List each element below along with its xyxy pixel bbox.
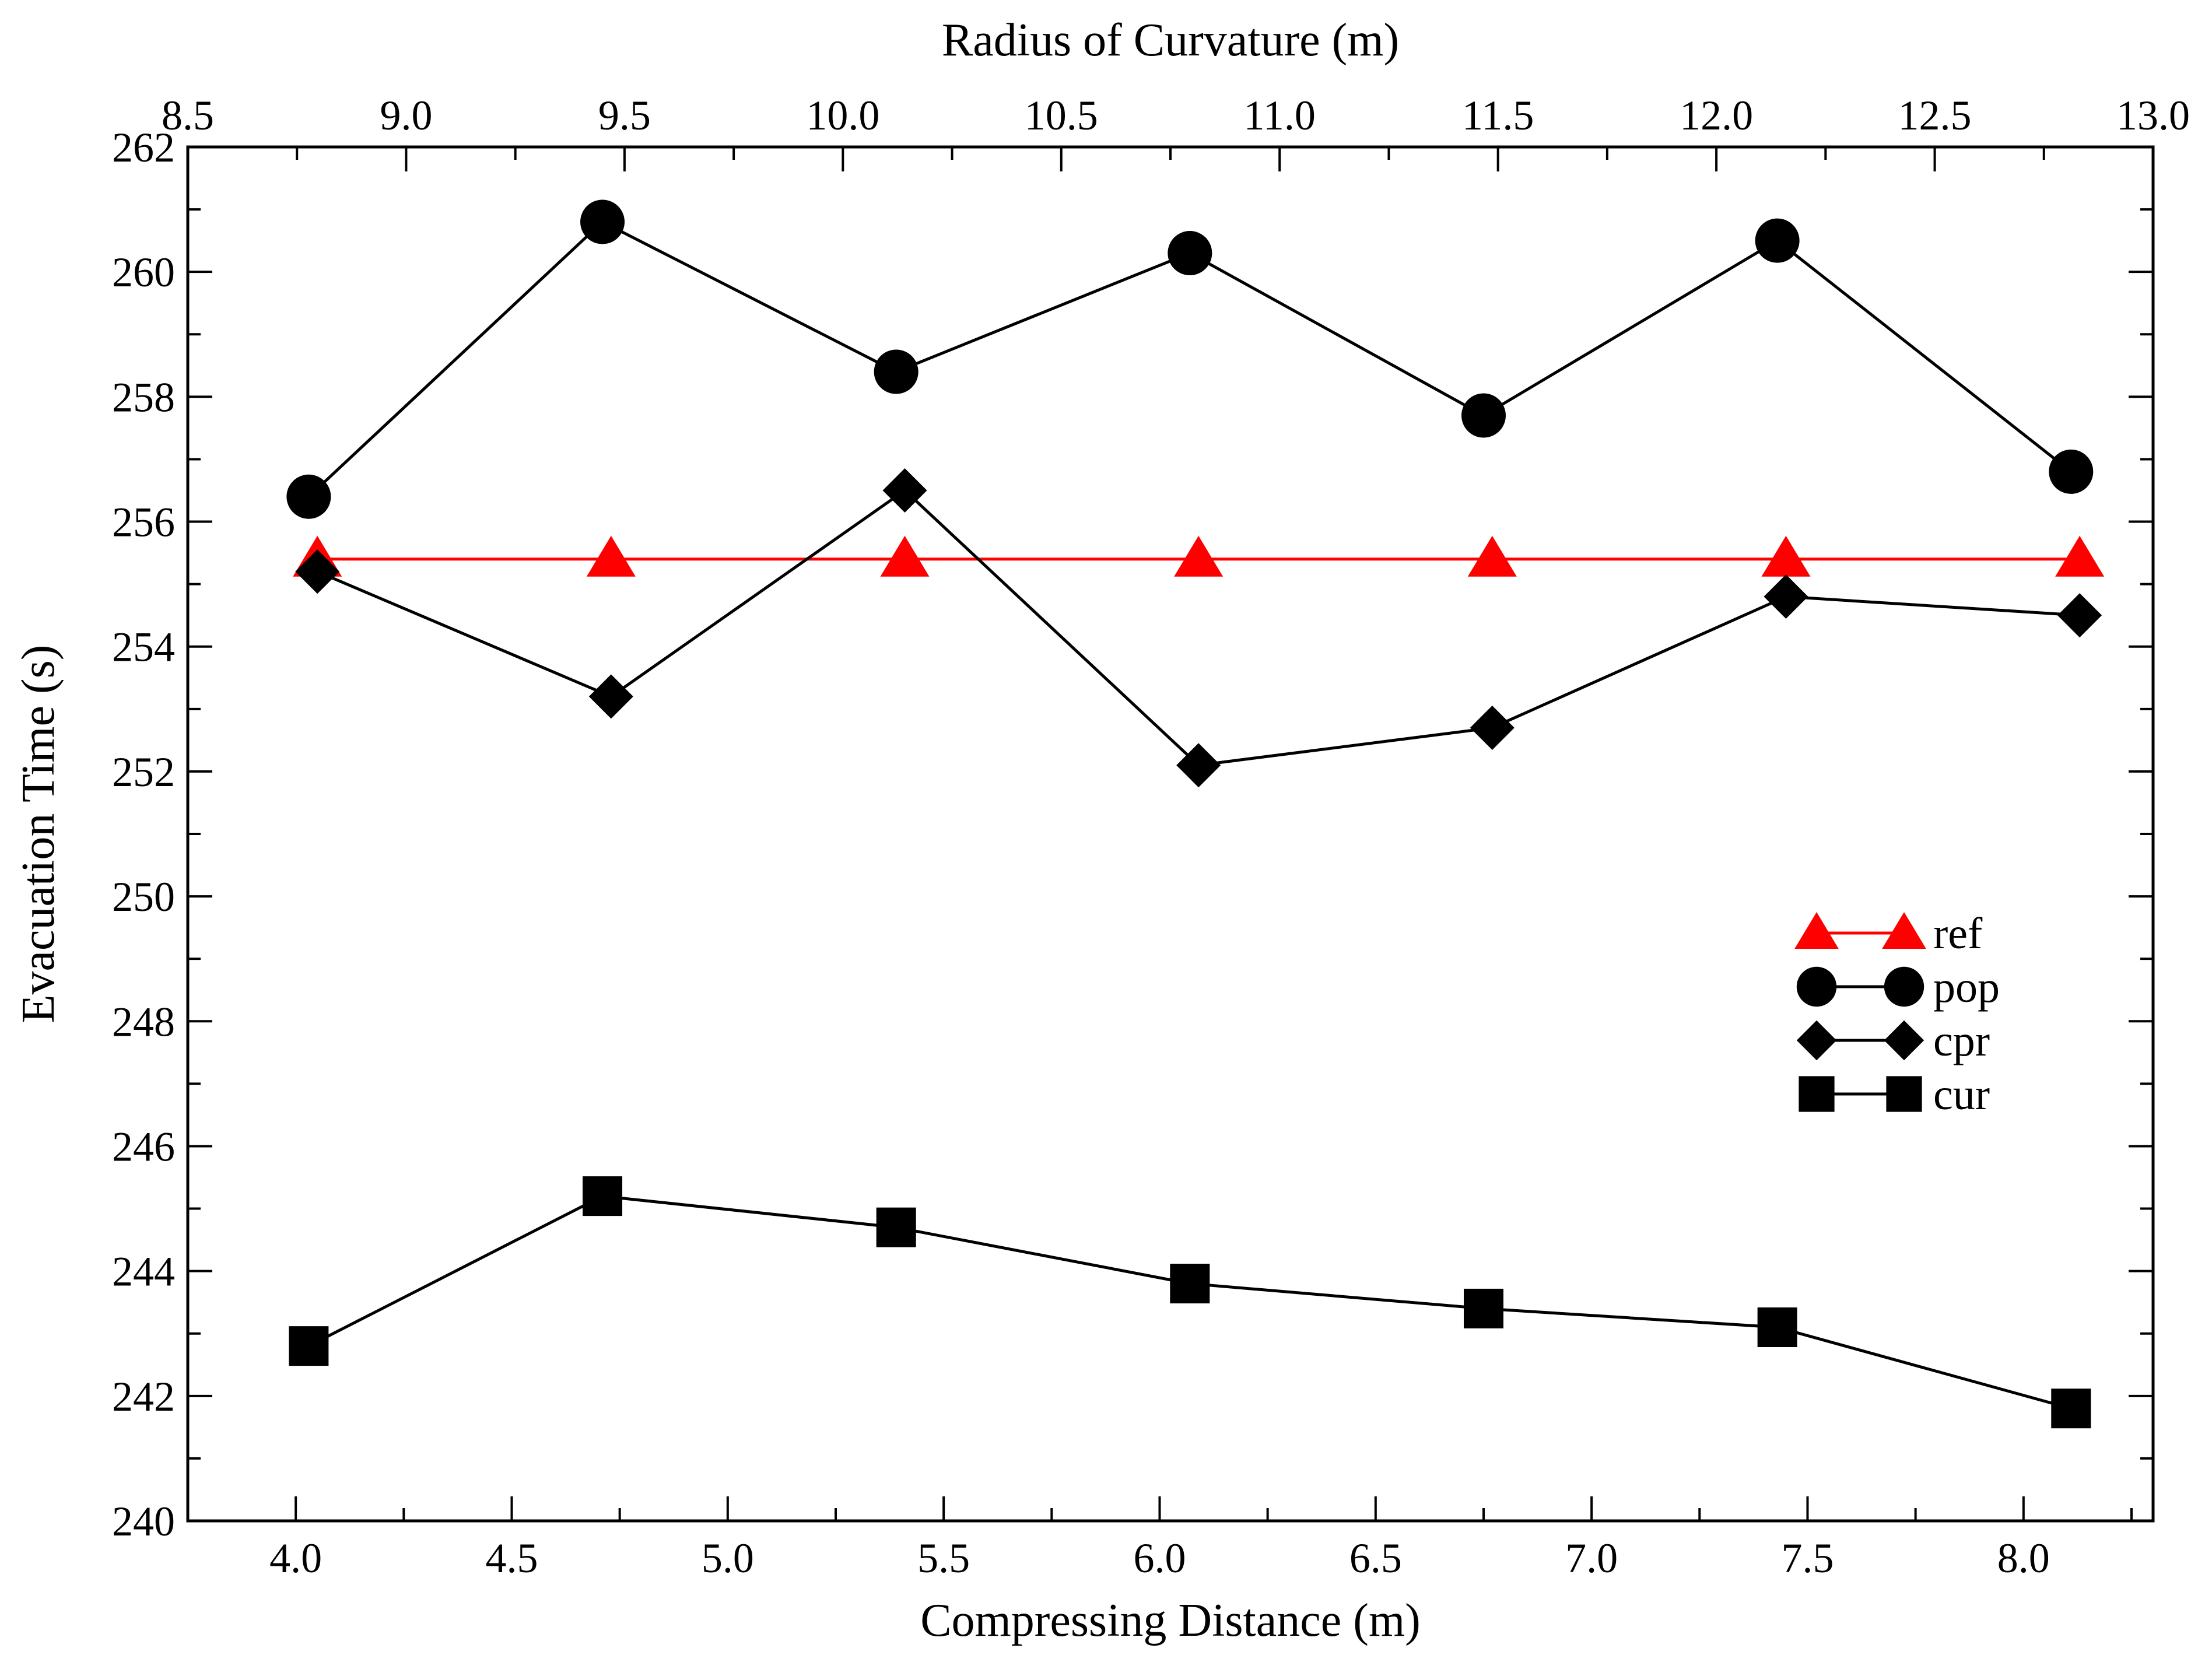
x2-axis-title: Radius of Curvature (m)	[942, 15, 1399, 66]
x-tick-label: 4.5	[485, 1535, 538, 1582]
y-tick-label: 244	[112, 1249, 175, 1295]
series-ref	[293, 535, 2105, 577]
series-ref-point	[2055, 535, 2105, 577]
x-tick-label: 6.5	[1349, 1535, 1402, 1582]
y-axis-title: Evacuation Time (s)	[13, 645, 64, 1023]
legend-label: pop	[1933, 963, 2000, 1012]
series-cpr-point	[1764, 574, 1808, 619]
series-pop-point	[580, 199, 625, 244]
legend-item-pop: pop	[1796, 963, 2000, 1012]
y-tick-label: 248	[112, 998, 175, 1045]
legend-label: cpr	[1933, 1016, 1990, 1065]
x2-tick-label: 8.5	[162, 92, 214, 139]
y-tick-label: 250	[112, 874, 175, 920]
x-tick-label: 7.0	[1565, 1535, 1618, 1582]
y-tick-label: 254	[112, 624, 175, 671]
y-tick-label: 256	[112, 499, 175, 546]
series-cur-point	[876, 1207, 916, 1247]
x2-tick-label: 11.5	[1462, 92, 1534, 139]
series-pop-point	[1168, 231, 1212, 276]
x-tick-label: 5.0	[702, 1535, 754, 1582]
x2-tick-label: 13.0	[2116, 92, 2190, 139]
series-ref-point	[1174, 535, 1224, 577]
series-pop-point	[874, 349, 919, 394]
y-tick-label: 252	[112, 749, 175, 795]
x-tick-label: 8.0	[1997, 1535, 2050, 1582]
x2-tick-label: 12.5	[1898, 92, 1972, 139]
legend-marker	[1796, 966, 1837, 1007]
data-series	[286, 199, 2105, 1429]
legend-marker	[1796, 1020, 1837, 1061]
series-cpr-point	[882, 468, 927, 513]
series-pop-point	[1755, 218, 1800, 263]
x2-tick-label: 10.5	[1025, 92, 1098, 139]
series-cur-point	[1170, 1264, 1210, 1304]
series-pop-point	[1461, 393, 1506, 438]
series-cur-point	[289, 1326, 329, 1366]
legend-item-cur: cur	[1799, 1070, 1990, 1119]
legend-marker	[1799, 1076, 1835, 1112]
series-cur-point	[583, 1176, 623, 1216]
legend-marker	[1884, 966, 1924, 1007]
series-pop-point	[286, 474, 331, 519]
x2-tick-label: 10.0	[806, 92, 879, 139]
y-tick-label: 258	[112, 374, 175, 420]
y-tick-label: 240	[112, 1498, 175, 1545]
x-tick-label: 4.0	[269, 1535, 322, 1582]
legend-marker	[1884, 1020, 1924, 1061]
legend-item-cpr: cpr	[1796, 1016, 1990, 1065]
y-tick-label: 260	[112, 249, 175, 296]
y-tick-label: 246	[112, 1123, 175, 1170]
series-ref-point	[880, 535, 930, 577]
series-cpr	[295, 468, 2102, 788]
series-pop-point	[2049, 449, 2094, 494]
x-tick-label: 7.5	[1781, 1535, 1834, 1582]
x2-tick-label: 9.0	[380, 92, 432, 139]
series-ref-point	[586, 535, 636, 577]
series-ref-point	[1761, 535, 1811, 577]
legend-item-ref: ref	[1794, 909, 1983, 958]
x-axis-title: Compressing Distance (m)	[920, 1595, 1421, 1646]
legend-label: ref	[1933, 909, 1983, 958]
series-cpr-point	[588, 674, 633, 719]
series-ref-point	[1467, 535, 1517, 577]
series-cur-point	[1757, 1307, 1797, 1348]
series-cur-point	[2051, 1389, 2091, 1429]
series-cur	[289, 1176, 2091, 1429]
series-pop	[286, 199, 2094, 519]
legend-marker	[1882, 912, 1926, 949]
x2-tick-label: 12.0	[1680, 92, 1753, 139]
x-tick-label: 6.0	[1133, 1535, 1186, 1582]
legend-label: cur	[1933, 1070, 1990, 1119]
axis-ticks: 4.0 4.5 5.0 5.5 6.0 6.5 7.0 7.5 8.0 8.5 9.0 9.5 10.0…	[112, 92, 2190, 1582]
y-tick-label: 242	[112, 1373, 175, 1420]
series-cpr-point	[2057, 593, 2102, 638]
legend-marker	[1794, 912, 1839, 949]
x2-tick-label: 9.5	[598, 92, 651, 139]
legend-marker	[1886, 1076, 1922, 1112]
series-cur-point	[1463, 1288, 1503, 1328]
y-tick-label: 262	[112, 124, 175, 171]
x-tick-label: 5.5	[917, 1535, 970, 1582]
series-cpr-point	[1176, 743, 1221, 788]
series-cpr-point	[295, 549, 340, 594]
series-cpr-point	[1470, 705, 1515, 750]
x2-tick-label: 11.0	[1244, 92, 1316, 139]
